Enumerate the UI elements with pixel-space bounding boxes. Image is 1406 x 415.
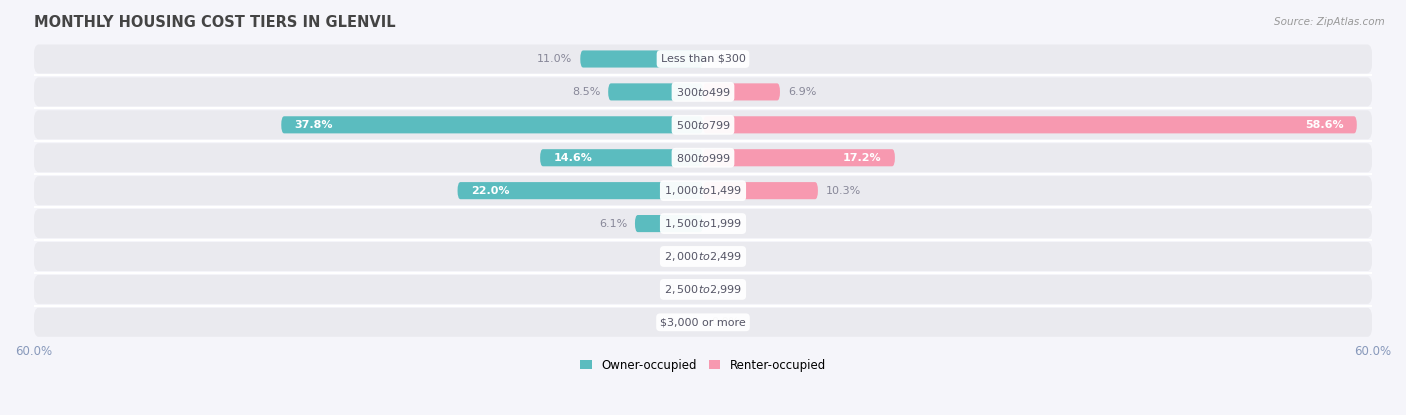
FancyBboxPatch shape: [540, 149, 703, 166]
FancyBboxPatch shape: [581, 51, 703, 68]
Text: 8.5%: 8.5%: [572, 87, 600, 97]
FancyBboxPatch shape: [457, 182, 703, 199]
Text: 58.6%: 58.6%: [1305, 120, 1343, 130]
Text: 0.0%: 0.0%: [666, 317, 695, 327]
Text: $300 to $499: $300 to $499: [675, 86, 731, 98]
Text: $500 to $799: $500 to $799: [675, 119, 731, 131]
FancyBboxPatch shape: [34, 44, 1372, 73]
Text: 22.0%: 22.0%: [471, 186, 509, 195]
FancyBboxPatch shape: [34, 242, 1372, 271]
FancyBboxPatch shape: [34, 176, 1372, 205]
FancyBboxPatch shape: [703, 182, 818, 199]
Legend: Owner-occupied, Renter-occupied: Owner-occupied, Renter-occupied: [575, 354, 831, 376]
FancyBboxPatch shape: [34, 308, 1372, 337]
Text: 6.1%: 6.1%: [599, 219, 627, 229]
FancyBboxPatch shape: [34, 78, 1372, 106]
Text: 10.3%: 10.3%: [825, 186, 860, 195]
Text: 6.9%: 6.9%: [787, 87, 815, 97]
Text: 0.0%: 0.0%: [711, 251, 740, 261]
FancyBboxPatch shape: [703, 149, 894, 166]
Text: 14.6%: 14.6%: [554, 153, 592, 163]
FancyBboxPatch shape: [34, 275, 1372, 304]
Text: $2,000 to $2,499: $2,000 to $2,499: [664, 250, 742, 263]
Text: 37.8%: 37.8%: [295, 120, 333, 130]
Text: 17.2%: 17.2%: [842, 153, 882, 163]
Text: 0.0%: 0.0%: [711, 219, 740, 229]
Text: 0.0%: 0.0%: [711, 284, 740, 294]
FancyBboxPatch shape: [34, 143, 1372, 172]
Text: Less than $300: Less than $300: [661, 54, 745, 64]
FancyBboxPatch shape: [636, 215, 703, 232]
FancyBboxPatch shape: [703, 83, 780, 100]
Text: 0.0%: 0.0%: [711, 54, 740, 64]
Text: 0.0%: 0.0%: [666, 284, 695, 294]
FancyBboxPatch shape: [609, 83, 703, 100]
Text: $1,500 to $1,999: $1,500 to $1,999: [664, 217, 742, 230]
Text: Source: ZipAtlas.com: Source: ZipAtlas.com: [1274, 17, 1385, 27]
FancyBboxPatch shape: [281, 116, 703, 133]
Text: $800 to $999: $800 to $999: [675, 152, 731, 164]
Text: 11.0%: 11.0%: [537, 54, 572, 64]
FancyBboxPatch shape: [34, 209, 1372, 238]
Text: 0.0%: 0.0%: [711, 317, 740, 327]
Text: $3,000 or more: $3,000 or more: [661, 317, 745, 327]
FancyBboxPatch shape: [703, 116, 1357, 133]
Text: $1,000 to $1,499: $1,000 to $1,499: [664, 184, 742, 197]
FancyBboxPatch shape: [34, 110, 1372, 139]
Text: MONTHLY HOUSING COST TIERS IN GLENVIL: MONTHLY HOUSING COST TIERS IN GLENVIL: [34, 15, 395, 30]
Text: $2,500 to $2,999: $2,500 to $2,999: [664, 283, 742, 296]
Text: 0.0%: 0.0%: [666, 251, 695, 261]
